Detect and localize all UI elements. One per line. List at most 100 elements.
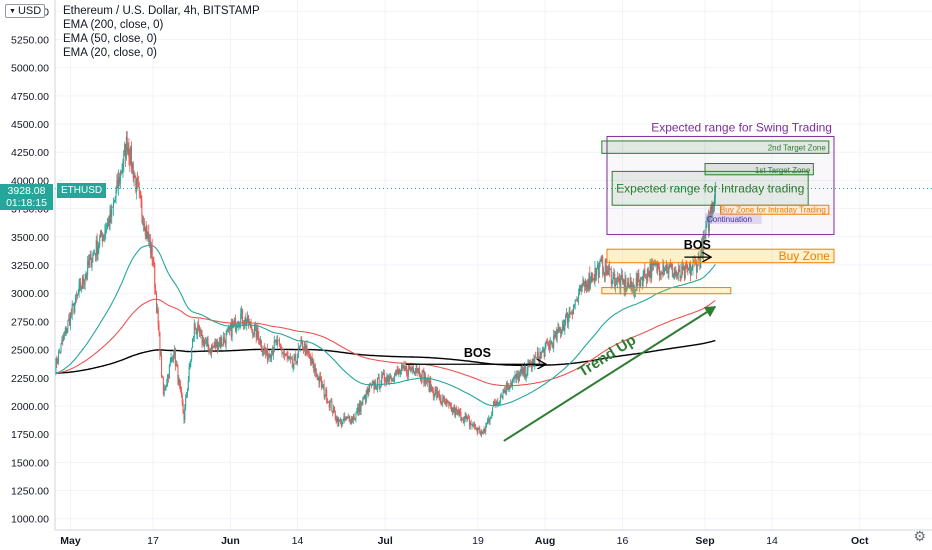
candle-body [521, 369, 523, 373]
candle-body [417, 369, 419, 373]
ticker-label: ETHUSD [57, 183, 107, 198]
ema-20-path [54, 244, 716, 407]
candle-body [498, 402, 500, 405]
candle-body [143, 223, 145, 225]
candle-body [301, 341, 303, 343]
candle-body [549, 342, 551, 349]
candle-body [468, 418, 470, 426]
gear-icon[interactable]: ⚙ [913, 528, 926, 544]
candle-body [367, 388, 369, 394]
candle-body [539, 351, 541, 363]
candle-body [339, 419, 341, 422]
candle-body [299, 346, 301, 349]
candle-body [155, 288, 157, 294]
candle-body [699, 259, 701, 269]
candle-body [427, 377, 429, 381]
candle-body [532, 359, 534, 364]
candle-body [164, 388, 166, 391]
candle-body [303, 343, 305, 350]
candle-body [161, 376, 163, 378]
candlestick-series [54, 131, 716, 438]
currency-selector[interactable]: ▼ USD [5, 4, 46, 18]
x-tick-label: Aug [535, 535, 555, 547]
candle-body [175, 364, 177, 366]
candle-body [358, 403, 360, 413]
candle-body [327, 401, 329, 403]
candle-body [525, 375, 527, 378]
candle-body [524, 365, 526, 378]
candle-body [686, 264, 688, 269]
candle-body [322, 384, 324, 386]
candle-body [165, 386, 167, 391]
candle-body [636, 277, 638, 286]
candle-body [669, 264, 671, 266]
candle-body [333, 406, 335, 413]
candle-body [394, 372, 396, 375]
candle-body [112, 203, 114, 208]
candle-body [690, 269, 692, 276]
bar-countdown: 01:18:15 [6, 197, 47, 209]
candle-body [295, 354, 297, 361]
candle-body [536, 351, 538, 358]
candle-body [494, 403, 496, 405]
candle-body [542, 348, 544, 350]
candle-body [673, 271, 675, 276]
candle-body [92, 254, 94, 262]
candle-body [160, 355, 162, 357]
candle-body [79, 282, 81, 286]
candle-body [232, 324, 234, 326]
candle-body [101, 236, 103, 242]
candle-body [201, 330, 203, 343]
candle-body [672, 275, 674, 278]
candle-body [257, 328, 259, 337]
x-tick-label: Jul [378, 535, 393, 547]
candle-body [150, 244, 152, 254]
candle-body [312, 361, 314, 364]
candle-body [439, 398, 441, 400]
candle-body [151, 244, 153, 261]
x-tick-label: 14 [292, 535, 304, 547]
candle-body [315, 367, 317, 373]
indicator-ema-200[interactable]: EMA (200, close, 0) [63, 19, 164, 31]
candle-body [438, 392, 440, 400]
candle-body [462, 419, 464, 421]
candle-body [411, 367, 413, 370]
candle-body [202, 337, 204, 343]
candle-body [259, 343, 261, 345]
x-tick-label: 19 [472, 535, 484, 547]
candle-body [167, 375, 169, 384]
candle-body [432, 390, 434, 397]
indicator-ema-20[interactable]: EMA (20, close, 0) [63, 47, 157, 59]
candle-body [330, 401, 332, 403]
intraday-buy-zone [719, 204, 830, 215]
candle-body [546, 341, 548, 343]
candle-body [523, 367, 525, 376]
candle-body [551, 342, 553, 343]
candle-body [647, 269, 649, 272]
candle-body [517, 374, 519, 382]
candle-body [69, 318, 71, 326]
candle-body [476, 428, 478, 432]
indicator-ema-50[interactable]: EMA (50, close, 0) [63, 33, 157, 45]
candle-body [369, 384, 371, 392]
candle-body [705, 225, 707, 236]
candle-body [340, 419, 342, 426]
candle-body [640, 279, 642, 287]
candle-body [643, 269, 645, 276]
candle-body [656, 261, 658, 272]
candle-body [344, 416, 346, 421]
candle-body [342, 419, 344, 424]
candle-body [499, 396, 501, 403]
candle-body [204, 342, 206, 343]
candle-body [223, 337, 225, 345]
candle-body [109, 209, 111, 226]
candle-body [288, 358, 290, 360]
candle-body [474, 426, 476, 429]
intraday-buy-zone-label: Buy Zone for Intraday Trading [720, 205, 826, 214]
candle-body [387, 376, 389, 378]
candle-body [560, 328, 562, 334]
candle-body [296, 357, 298, 363]
candle-body [74, 303, 76, 313]
candle-body [505, 390, 507, 394]
